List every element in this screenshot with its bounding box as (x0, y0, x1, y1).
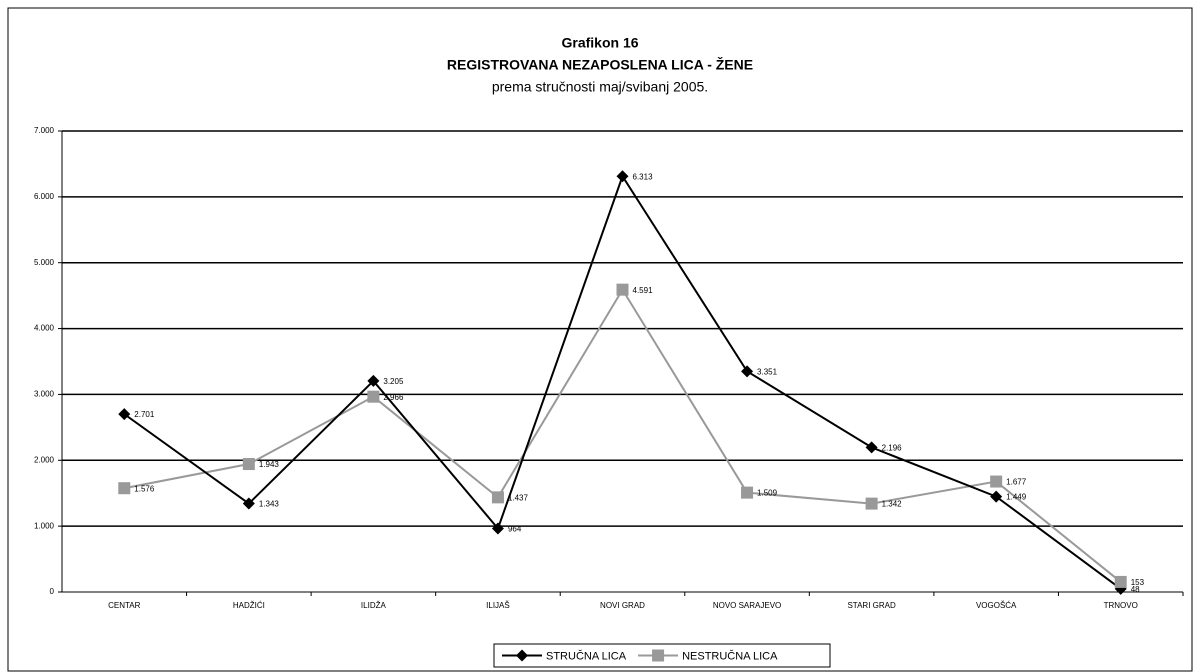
y-tick-label: 7.000 (34, 126, 55, 135)
data-label: 1.576 (134, 484, 155, 493)
marker (242, 497, 255, 510)
data-label: 4.591 (633, 286, 654, 295)
marker (516, 649, 528, 662)
y-tick-label: 1.000 (34, 521, 55, 530)
marker (990, 475, 1003, 488)
x-tick-label: CENTAR (108, 601, 141, 610)
chart-subtitle: prema stručnosti maj/svibanj 2005. (492, 79, 708, 95)
legend-label: NESTRUČNA LICA (682, 649, 778, 662)
marker (367, 374, 380, 387)
y-tick-label: 3.000 (34, 390, 55, 399)
data-label: 1.449 (1006, 493, 1027, 502)
marker (118, 482, 131, 495)
data-label: 1.677 (1006, 478, 1027, 487)
y-tick-label: 6.000 (34, 192, 55, 201)
marker (242, 458, 255, 471)
data-label: 2.701 (134, 410, 155, 419)
data-label: 1.343 (259, 500, 280, 509)
data-label: 2.966 (383, 393, 404, 402)
marker (616, 170, 629, 183)
x-tick-label: NOVI GRAD (600, 601, 645, 610)
marker (118, 408, 131, 421)
data-label: 3.205 (383, 377, 404, 386)
y-tick-label: 2.000 (34, 455, 55, 464)
x-tick-label: VOGOŠĆA (976, 601, 1017, 610)
marker (367, 390, 380, 403)
marker (990, 490, 1003, 503)
marker (652, 649, 665, 662)
data-label: 1.943 (259, 460, 280, 469)
marker (491, 522, 504, 535)
x-tick-label: HADŽIĆI (233, 601, 265, 610)
data-label: 3.351 (757, 367, 778, 376)
x-tick-label: ILIDŽA (361, 601, 387, 610)
data-label: 1.342 (882, 500, 903, 509)
marker (865, 441, 878, 454)
y-tick-label: 5.000 (34, 258, 55, 267)
marker (741, 486, 754, 499)
legend-label: STRUČNA LICA (546, 649, 627, 662)
x-tick-label: TRNOVO (1104, 601, 1138, 610)
y-tick-label: 4.000 (34, 324, 55, 333)
x-tick-label: ILIJAŠ (486, 601, 510, 610)
data-label: 153 (1131, 578, 1145, 587)
marker (865, 497, 878, 510)
data-label: 1.437 (508, 493, 529, 502)
data-label: 2.196 (882, 443, 903, 452)
x-tick-label: NOVO SARAJEVO (713, 601, 781, 610)
chart-subtitle: REGISTROVANA NEZAPOSLENA LICA - ŽENE (447, 56, 753, 73)
chart-frame (7, 7, 1193, 672)
y-tick-label: 0 (50, 587, 55, 596)
marker (491, 491, 504, 504)
marker (741, 365, 754, 378)
data-label: 6.313 (633, 172, 654, 181)
data-label: 964 (508, 525, 522, 534)
chart-title: Grafikon 16 (561, 35, 638, 51)
data-label: 1.509 (757, 489, 778, 498)
marker (1114, 575, 1127, 588)
marker (616, 283, 629, 296)
data-label: 48 (1131, 585, 1140, 594)
x-tick-label: STARI GRAD (847, 601, 896, 610)
